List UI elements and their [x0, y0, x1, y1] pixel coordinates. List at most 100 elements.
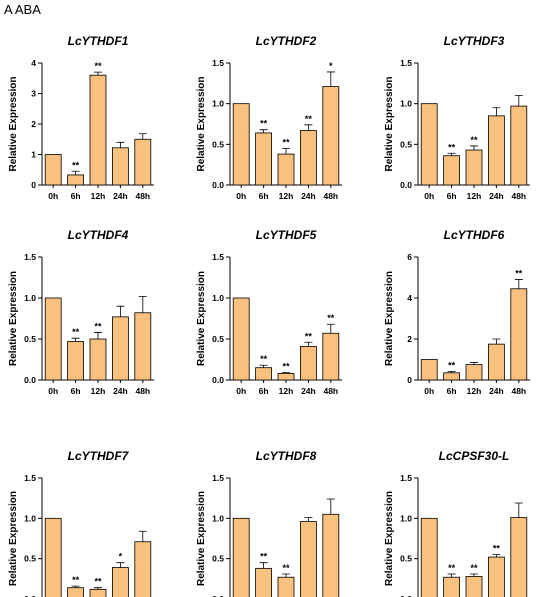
error-bar	[282, 573, 290, 578]
error-bar	[116, 305, 125, 317]
bar-0h	[420, 517, 438, 597]
y-tick-label: 1.0	[212, 99, 224, 109]
x-tick-label: 12h	[467, 386, 482, 396]
y-tick-label: 0.5	[400, 554, 412, 564]
significance-label: **	[448, 360, 456, 370]
error-bar	[447, 573, 456, 578]
x-tick-label: 6h	[259, 386, 269, 396]
x-tick-label: 24h	[489, 386, 504, 396]
significance-label: **	[327, 313, 335, 323]
x-tick-label: 0h	[424, 191, 434, 201]
bar-12h	[89, 74, 107, 186]
bar-48h	[134, 312, 152, 381]
bar-24h	[487, 556, 505, 597]
x-tick-label: 6h	[447, 386, 457, 396]
error-bar	[138, 530, 147, 542]
chart-LcYTHDF3: LcYTHDF3 Relative Expression 0.0 0.5 1.0 1.5 0…	[384, 34, 530, 201]
error-bar	[71, 337, 80, 342]
y-tick-label: 1.5	[212, 473, 224, 483]
error-bar	[470, 145, 478, 151]
y-tick-label: 4	[31, 58, 36, 68]
significance-label: **	[94, 321, 102, 331]
bar-48h	[510, 517, 528, 597]
bar-6h	[67, 587, 84, 597]
significance-label: **	[72, 160, 80, 170]
y-tick-label: 2	[31, 119, 36, 129]
significance-label: **	[94, 577, 102, 587]
error-bar	[259, 562, 268, 569]
y-tick-label: 1.5	[400, 58, 412, 68]
bar-12h	[277, 153, 295, 186]
bar-24h	[487, 115, 505, 186]
y-tick-label: 0.0	[212, 594, 224, 597]
panel-label: A ABA	[4, 2, 41, 17]
significance-label: **	[282, 137, 290, 147]
bar-24h	[112, 567, 129, 597]
bar-48h	[322, 513, 340, 597]
significance-label: **	[94, 61, 102, 71]
bar-6h	[67, 341, 84, 381]
y-tick-label: 1.0	[24, 513, 36, 523]
bar-24h	[299, 521, 317, 597]
x-tick-label: 48h	[323, 386, 338, 396]
x-tick-label: 24h	[113, 191, 128, 201]
significance-label: **	[282, 362, 290, 372]
error-bar	[94, 587, 102, 590]
significance-label: **	[260, 354, 268, 364]
bar-48h	[510, 288, 528, 381]
bar-48h	[510, 105, 528, 186]
y-axis-label: Relative Expression	[8, 76, 19, 171]
chart-title: LcCPSF30-L	[439, 449, 510, 463]
chart-title: LcYTHDF2	[256, 34, 317, 48]
y-tick-label: 0.0	[24, 594, 36, 597]
bar-0h	[44, 154, 62, 186]
bar-12h	[465, 364, 483, 381]
bar-24h	[487, 343, 505, 381]
y-axis-label: Relative Expression	[196, 271, 207, 366]
x-tick-label: 24h	[301, 386, 316, 396]
y-axis-label: Relative Expression	[8, 491, 19, 586]
y-tick-label: 1.5	[24, 473, 36, 483]
bar-12h	[277, 576, 295, 597]
bar-0h	[420, 103, 438, 186]
chart-LcYTHDF5: LcYTHDF5 Relative Expression 0.0 0.5 1.0 1.5 0…	[196, 228, 342, 396]
x-tick-label: 6h	[71, 386, 81, 396]
y-tick-label: 1.0	[400, 99, 412, 109]
chart-title: LcYTHDF7	[68, 449, 130, 463]
x-tick-label: 0h	[48, 386, 58, 396]
bar-48h	[322, 332, 340, 381]
x-tick-label: 0h	[236, 386, 246, 396]
chart-title: LcYTHDF5	[256, 228, 317, 242]
bar-6h	[443, 372, 461, 381]
x-tick-label: 0h	[48, 191, 58, 201]
error-bar	[116, 562, 125, 568]
bar-6h	[67, 174, 84, 186]
error-bar	[282, 148, 290, 155]
significance-label: *	[329, 61, 333, 71]
y-tick-label: 0	[31, 180, 36, 190]
y-tick-label: 0.5	[24, 554, 36, 564]
x-tick-label: 12h	[279, 386, 294, 396]
y-tick-label: 1	[31, 150, 36, 160]
x-tick-label: 24h	[489, 191, 504, 201]
bar-0h	[44, 297, 62, 381]
y-tick-label: 0.0	[400, 180, 412, 190]
x-tick-label: 12h	[467, 191, 482, 201]
error-bar	[116, 141, 125, 148]
error-bar	[138, 295, 147, 313]
bar-24h	[112, 316, 129, 381]
y-tick-label: 0.0	[24, 375, 36, 385]
x-tick-label: 48h	[323, 191, 338, 201]
significance-label: **	[470, 135, 478, 145]
error-bar	[470, 573, 478, 577]
error-bar	[492, 554, 501, 558]
bar-6h	[255, 132, 273, 186]
y-tick-label: 1.5	[24, 252, 36, 262]
x-tick-label: 48h	[511, 191, 526, 201]
bar-0h	[232, 297, 250, 381]
error-bar	[492, 107, 501, 116]
bar-48h	[322, 86, 340, 186]
y-tick-label: 0.0	[212, 180, 224, 190]
x-tick-label: 6h	[447, 191, 457, 201]
